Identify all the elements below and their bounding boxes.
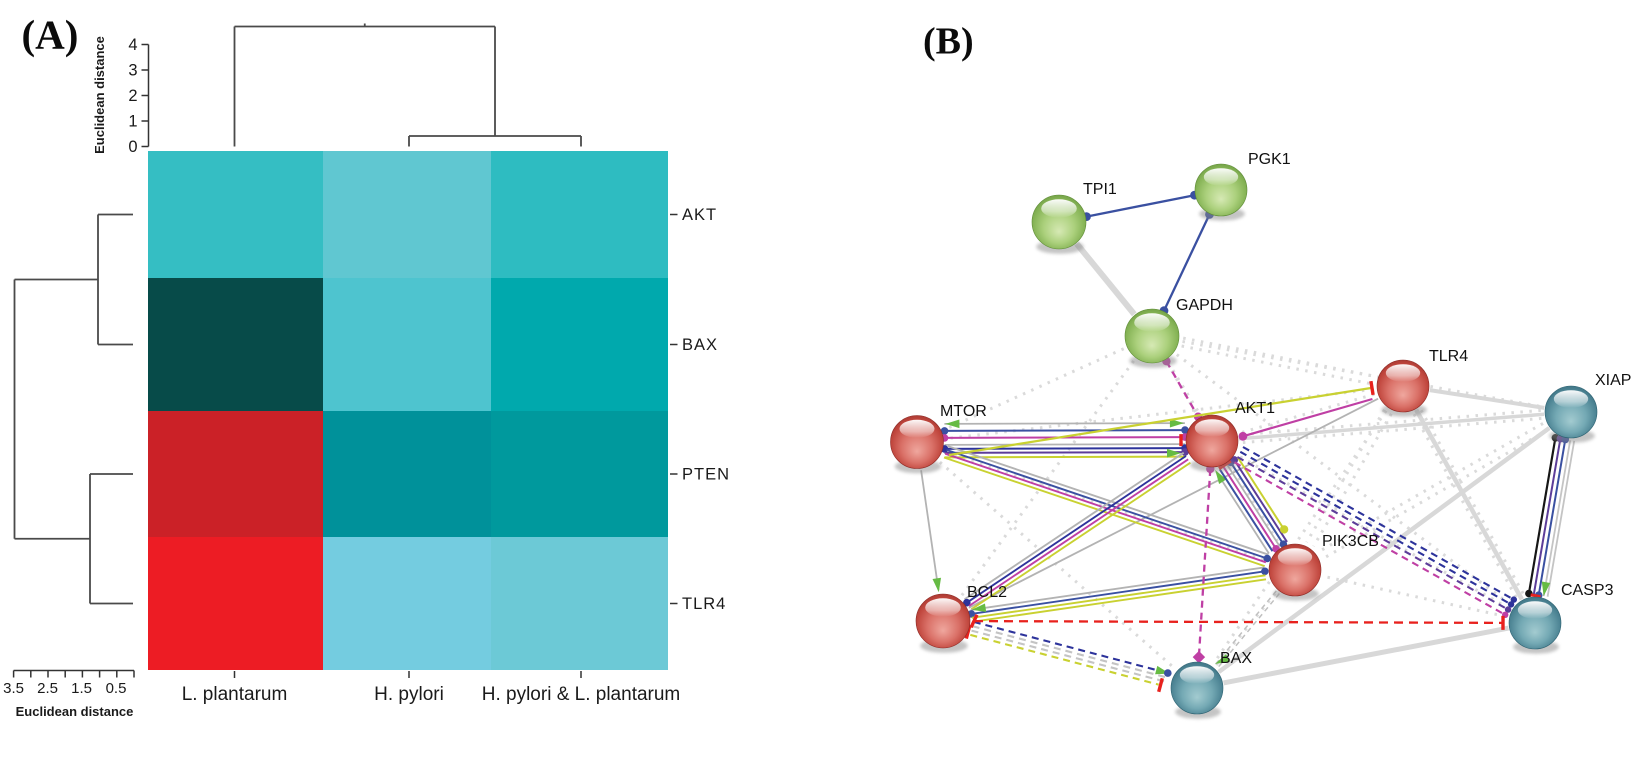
svg-text:Euclidean distance: Euclidean distance: [16, 704, 134, 719]
svg-text:TPI1: TPI1: [1083, 181, 1117, 198]
svg-text:3.5: 3.5: [3, 680, 24, 697]
svg-text:(A): (A): [22, 12, 79, 58]
svg-text:1: 1: [128, 113, 137, 131]
svg-text:PTEN: PTEN: [682, 466, 730, 484]
svg-text:H. pylori: H. pylori: [374, 684, 444, 705]
svg-text:2: 2: [128, 87, 137, 105]
svg-text:BAX: BAX: [1220, 650, 1252, 667]
svg-text:PIK3CB: PIK3CB: [1322, 533, 1379, 550]
svg-text:1.5: 1.5: [71, 680, 92, 697]
svg-text:0.5: 0.5: [106, 680, 127, 697]
svg-text:(B): (B): [923, 21, 974, 63]
svg-text:AKT1: AKT1: [1235, 400, 1275, 417]
svg-text:MTOR: MTOR: [940, 403, 987, 420]
svg-text:TLR4: TLR4: [682, 595, 726, 613]
svg-text:PGK1: PGK1: [1248, 151, 1291, 168]
svg-text:CASP3: CASP3: [1561, 582, 1614, 599]
svg-text:TLR4: TLR4: [1429, 348, 1468, 365]
svg-text:XIAP: XIAP: [1595, 372, 1631, 389]
svg-text:0: 0: [128, 138, 137, 156]
svg-text:3: 3: [128, 62, 137, 80]
svg-text:AKT: AKT: [682, 206, 717, 224]
svg-text:4: 4: [128, 36, 137, 54]
svg-text:BCL2: BCL2: [967, 584, 1007, 601]
svg-text:GAPDH: GAPDH: [1176, 297, 1233, 314]
svg-text:H. pylori & L. plantarum: H. pylori & L. plantarum: [482, 684, 681, 705]
svg-text:Euclidean distance: Euclidean distance: [92, 36, 107, 154]
svg-text:2.5: 2.5: [37, 680, 58, 697]
svg-text:L. plantarum: L. plantarum: [182, 684, 288, 705]
svg-text:BAX: BAX: [682, 336, 718, 354]
